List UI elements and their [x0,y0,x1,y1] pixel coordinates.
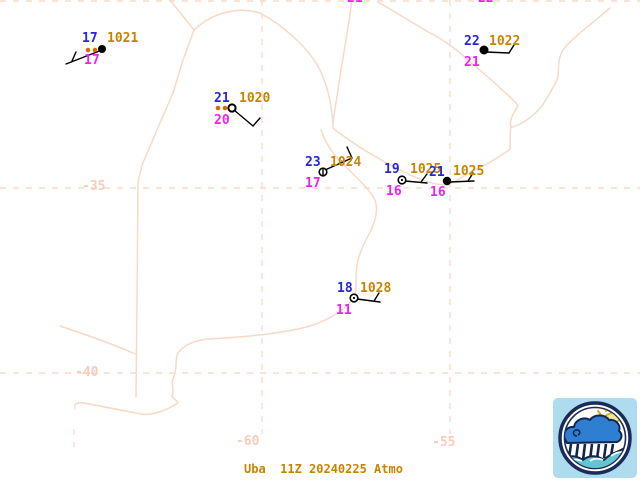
wind-barb-station-south [356,292,381,303]
river-north [332,0,353,125]
latitude-label-40: -40 [75,365,99,380]
longitude-label-60: -60 [236,434,260,449]
weather-dot-icon [85,47,91,53]
station-east-2-pressure: 1025 [453,164,485,179]
uruguay-atlantic-coast [510,7,611,128]
station-east-2-temperature: 21 [429,165,445,180]
uruguay-river-border [377,1,519,186]
graticule-gridlines [0,0,640,447]
station-symbol-nw [98,45,106,53]
atmo-logo [553,398,637,478]
parana-river [193,9,334,129]
station-symbol-west [227,103,237,113]
wind-barb-station-center [324,146,353,171]
station-symbol-ne [479,45,489,55]
argentina-atlantic-coast [73,129,378,416]
wind-barb-station-nw [65,49,103,65]
station-west-dewpoint: 20 [214,113,230,128]
edge-dewpoint-right: 22 [478,0,494,5]
station-center-pressure: 1024 [330,155,362,170]
station-symbol-south [349,293,359,303]
weather-dot-icon [92,47,98,53]
latitude-label-35: -35 [82,179,106,194]
rio-de-la-plata-north-shore [332,127,449,186]
station-nw-temperature: 17 [82,31,98,46]
station-ne-pressure: 1022 [489,34,521,49]
station-nw-dewpoint: 17 [84,53,100,68]
station-east-1-pressure: 1025 [410,162,442,177]
station-south-dewpoint: 11 [336,303,352,318]
wind-barb-station-west [233,109,261,127]
coastline-paths [59,0,611,416]
station-nw-pressure: 1021 [107,31,139,46]
weather-dot-icon [215,105,221,111]
station-east-1-temperature: 19 [384,162,400,177]
station-symbol-center [318,167,328,177]
province-border-west [135,0,195,398]
longitude-label-55: -55 [432,435,456,450]
station-symbol-east-1 [397,175,407,185]
wind-barb-station-east-1 [404,173,428,184]
weather-dot-icon [222,105,228,111]
river-southwest [59,325,136,355]
station-symbol-east-2 [442,176,452,186]
station-ne-dewpoint: 21 [464,55,480,70]
station-ne-temperature: 22 [464,34,480,49]
station-west-temperature: 21 [214,91,230,106]
logo-inner-ring [563,406,627,470]
edge-dewpoint-left: 21 [347,0,363,5]
station-east-2-dewpoint: 16 [430,185,446,200]
station-center-dewpoint: 17 [305,176,321,191]
wind-barb-station-east-2 [449,172,475,183]
station-west-pressure: 1020 [239,91,271,106]
wind-barbs [65,44,515,303]
station-center-temperature: 23 [305,155,321,170]
rain-cloud-icon [565,414,623,461]
map-caption: Uba 11Z 20240225 Atmo [244,462,403,476]
station-symbols [85,45,489,303]
weather-dots [85,47,228,111]
station-south-pressure: 1028 [360,281,392,296]
wind-barb-station-ne [485,44,515,54]
station-east-1-dewpoint: 16 [386,184,402,199]
station-south-temperature: 18 [337,281,353,296]
